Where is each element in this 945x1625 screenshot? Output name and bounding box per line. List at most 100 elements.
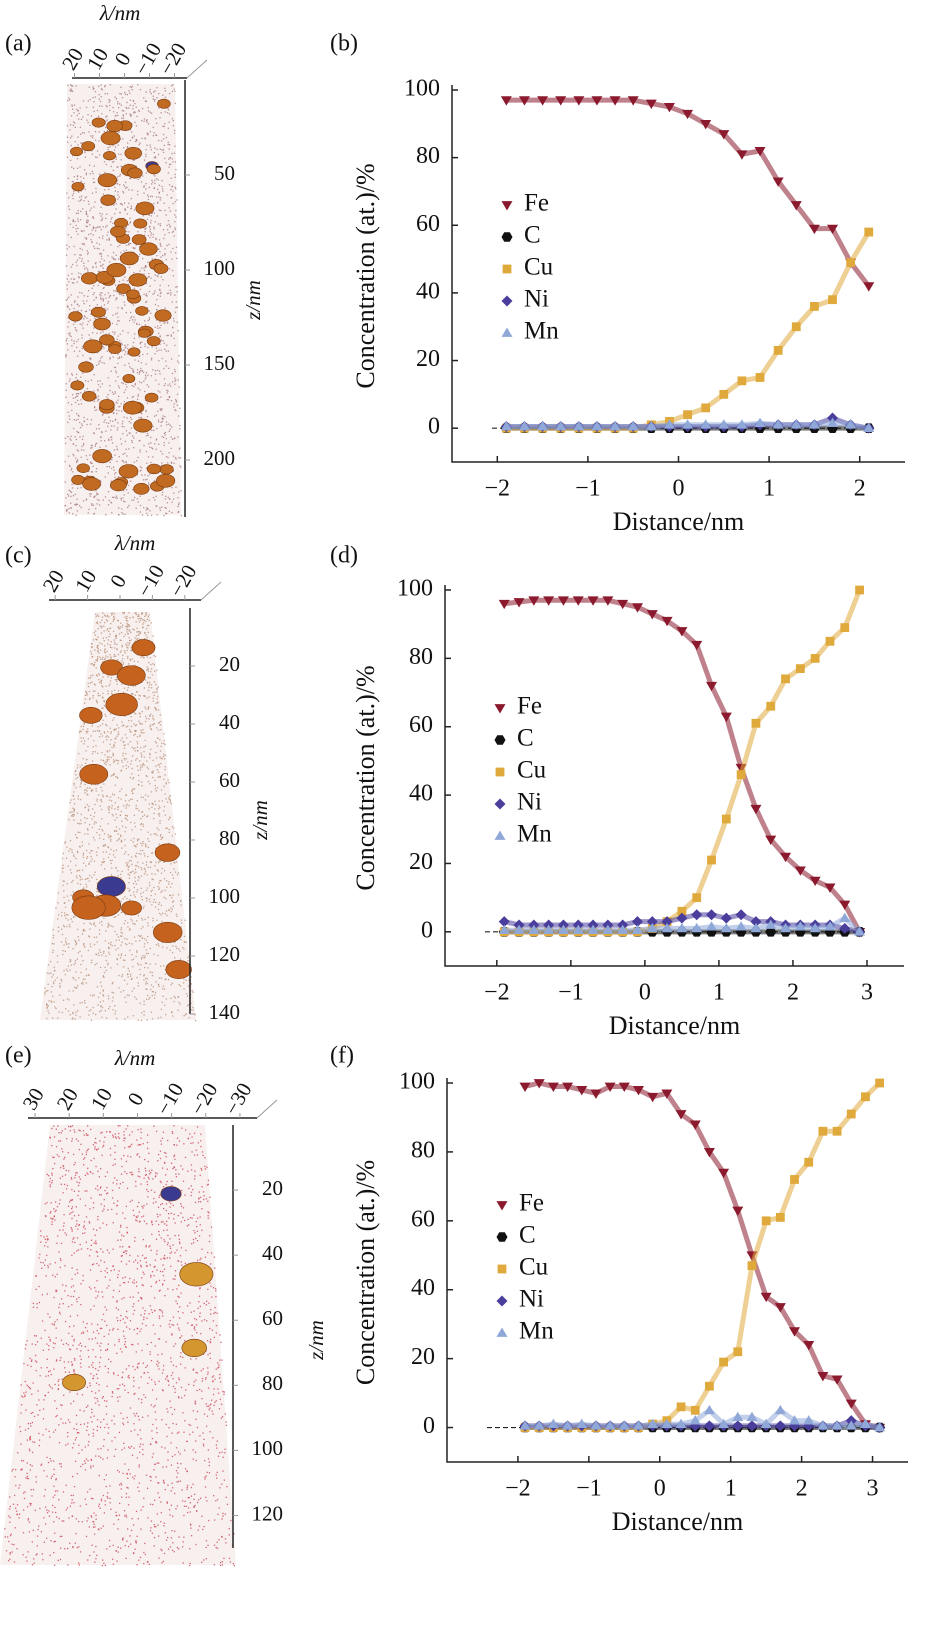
atom bbox=[99, 951, 102, 953]
atom bbox=[101, 213, 103, 215]
atom bbox=[153, 187, 156, 189]
marker bbox=[736, 150, 748, 160]
atom bbox=[157, 188, 159, 191]
atom bbox=[118, 507, 120, 509]
atom bbox=[112, 612, 114, 614]
precipitate bbox=[152, 921, 183, 943]
atom bbox=[117, 838, 120, 841]
atom bbox=[113, 204, 115, 206]
atom bbox=[84, 740, 86, 742]
atom bbox=[156, 427, 158, 430]
atom bbox=[83, 420, 86, 423]
atom bbox=[159, 251, 161, 253]
atom bbox=[24, 1395, 26, 1398]
atom bbox=[172, 470, 175, 472]
atom bbox=[98, 236, 101, 239]
atom bbox=[128, 804, 130, 807]
atom bbox=[132, 489, 134, 491]
atom bbox=[89, 319, 91, 321]
atom bbox=[75, 212, 78, 214]
atom bbox=[207, 1544, 209, 1546]
atom bbox=[167, 284, 170, 287]
atom bbox=[138, 934, 140, 937]
atom bbox=[80, 813, 82, 816]
atom bbox=[107, 736, 110, 738]
atom bbox=[99, 154, 101, 156]
atom bbox=[140, 956, 143, 959]
atom bbox=[120, 877, 122, 879]
atom bbox=[164, 774, 166, 776]
atom bbox=[81, 347, 83, 350]
atom bbox=[76, 167, 79, 169]
atom bbox=[131, 440, 133, 442]
atom bbox=[105, 969, 108, 972]
atom bbox=[157, 776, 159, 779]
atom bbox=[86, 253, 89, 255]
atom bbox=[148, 803, 150, 805]
atom bbox=[174, 862, 176, 864]
atom bbox=[145, 149, 147, 151]
atom bbox=[115, 759, 117, 761]
atom bbox=[91, 826, 94, 829]
atom bbox=[133, 111, 135, 113]
atom bbox=[143, 118, 146, 120]
atom bbox=[79, 798, 82, 801]
atom bbox=[62, 924, 65, 927]
atom bbox=[92, 730, 95, 732]
atom bbox=[128, 942, 131, 944]
atom bbox=[147, 337, 149, 339]
atom bbox=[164, 506, 166, 509]
atom bbox=[142, 825, 144, 827]
atom bbox=[84, 237, 86, 239]
precipitate bbox=[90, 306, 106, 318]
atom bbox=[159, 284, 161, 287]
atom bbox=[70, 799, 72, 801]
atom bbox=[129, 366, 131, 368]
atom bbox=[69, 124, 72, 126]
atom bbox=[80, 376, 82, 378]
atom bbox=[83, 943, 85, 945]
atom bbox=[83, 244, 85, 246]
marker bbox=[661, 922, 673, 933]
atom bbox=[144, 231, 146, 233]
atom bbox=[96, 364, 98, 366]
atom bbox=[98, 1503, 101, 1505]
atom bbox=[76, 1546, 78, 1549]
atom bbox=[141, 370, 144, 372]
atom bbox=[93, 815, 95, 818]
atom bbox=[116, 166, 118, 168]
marker bbox=[750, 804, 762, 815]
atom bbox=[106, 106, 108, 108]
atom bbox=[170, 447, 172, 449]
atom bbox=[115, 635, 117, 638]
atom bbox=[32, 1488, 35, 1491]
atom bbox=[83, 922, 85, 925]
atom bbox=[70, 278, 72, 280]
atom bbox=[96, 498, 99, 501]
atom bbox=[81, 334, 83, 336]
atom bbox=[81, 764, 83, 766]
atom bbox=[65, 244, 68, 246]
atom bbox=[125, 311, 127, 314]
atom bbox=[85, 196, 88, 198]
atom bbox=[70, 502, 72, 504]
atom bbox=[136, 891, 138, 893]
precipitate bbox=[110, 479, 127, 492]
atom bbox=[131, 435, 134, 437]
atom bbox=[106, 761, 108, 763]
atom bbox=[164, 913, 166, 915]
atom bbox=[83, 150, 86, 152]
atom bbox=[150, 894, 152, 897]
atom bbox=[136, 950, 138, 952]
atom bbox=[113, 728, 116, 730]
atom bbox=[109, 644, 112, 646]
atom bbox=[164, 96, 167, 98]
marker bbox=[794, 921, 806, 931]
atom bbox=[149, 88, 151, 91]
atom bbox=[76, 303, 79, 306]
marker bbox=[854, 926, 866, 936]
atom bbox=[120, 86, 122, 89]
atom bbox=[130, 316, 133, 318]
atom bbox=[87, 682, 89, 685]
marker bbox=[646, 922, 658, 933]
